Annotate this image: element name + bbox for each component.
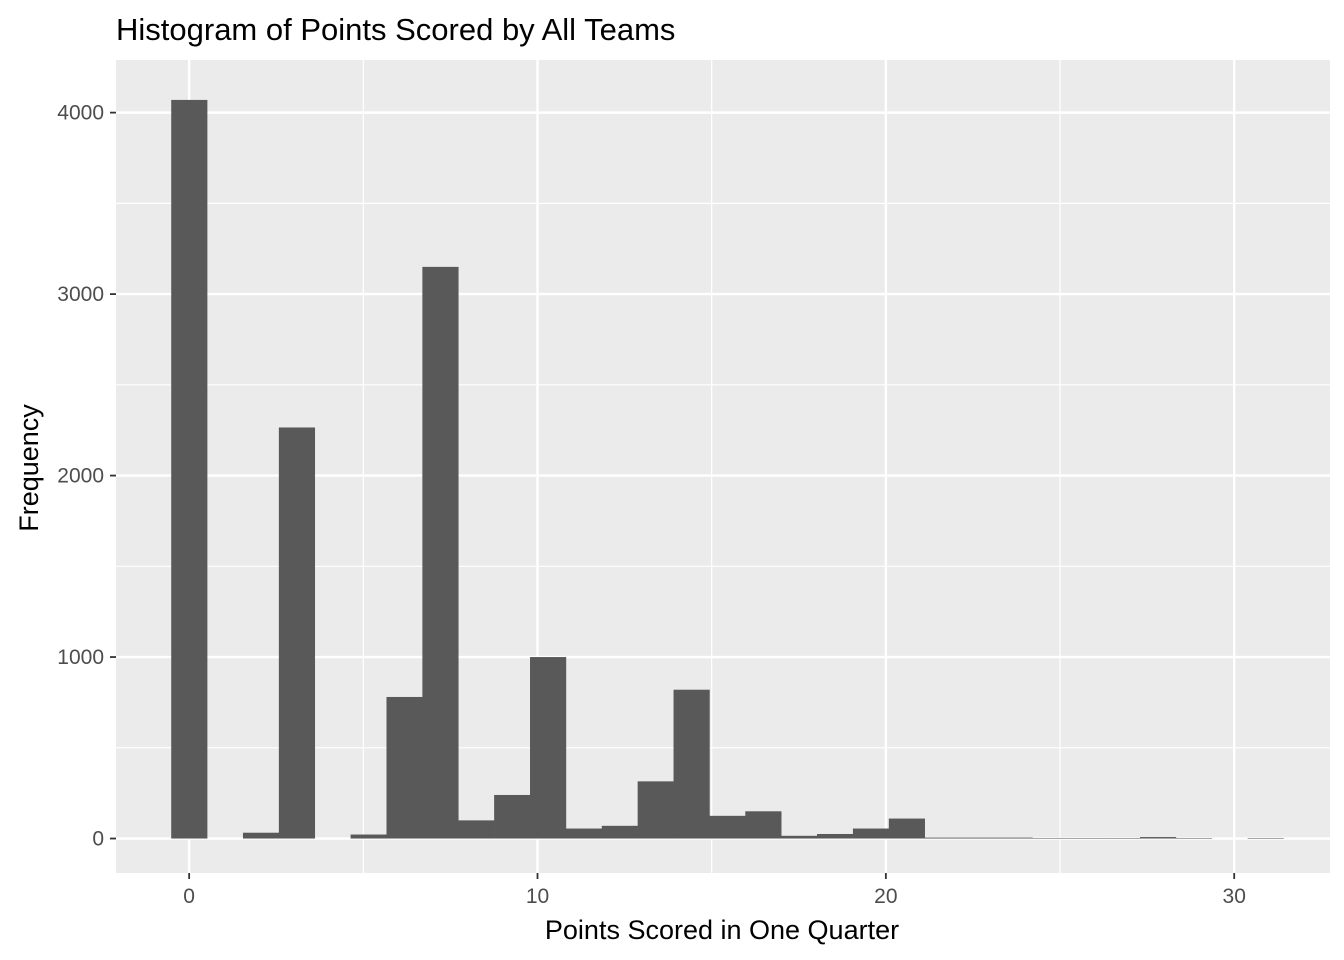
histogram-bar <box>1032 837 1069 839</box>
histogram-bar <box>1247 837 1284 839</box>
y-axis-title: Frequency <box>14 404 44 532</box>
histogram-bar <box>565 828 603 839</box>
chart-title: Histogram of Points Scored by All Teams <box>116 12 675 47</box>
x-tick-label: 30 <box>1223 885 1246 908</box>
histogram-bar <box>924 837 961 839</box>
histogram-bar <box>350 834 387 839</box>
minor-gridlines <box>116 60 1330 873</box>
plot-panel <box>116 60 1330 873</box>
histogram-bars <box>171 99 1284 839</box>
x-tick-label: 10 <box>526 885 549 908</box>
histogram-bar <box>242 832 280 839</box>
y-axis-ticks: 0 1000 2000 3000 4000 <box>57 102 116 851</box>
histogram-bar <box>601 825 638 839</box>
histogram-bar <box>458 820 495 839</box>
x-tick-label: 20 <box>874 885 897 908</box>
histogram-bar <box>673 689 710 839</box>
y-tick-label: 0 <box>92 828 104 851</box>
histogram-bar <box>1068 837 1105 839</box>
y-tick-label: 4000 <box>57 102 104 125</box>
histogram-bar <box>1104 837 1141 839</box>
x-tick-label: 0 <box>183 885 195 908</box>
x-axis-title: Points Scored in One Quarter <box>545 915 899 945</box>
y-tick-label: 1000 <box>57 646 104 669</box>
histogram-bar <box>817 833 854 839</box>
histogram-bar <box>709 815 746 839</box>
histogram-bar <box>386 696 423 839</box>
histogram-bar <box>637 781 674 839</box>
histogram-bar <box>781 835 818 839</box>
y-tick-label: 2000 <box>57 465 104 488</box>
histogram-bar <box>530 657 567 839</box>
y-tick-label: 3000 <box>57 283 104 306</box>
histogram-bar <box>1139 837 1177 839</box>
histogram-bar <box>888 818 925 839</box>
histogram-bar <box>278 427 316 839</box>
histogram-bar <box>745 811 782 839</box>
x-axis-ticks: 0 10 20 30 <box>183 873 1246 908</box>
histogram-bar <box>422 266 459 839</box>
histogram-bar <box>996 837 1033 839</box>
histogram-bar <box>960 837 997 839</box>
histogram-bar <box>1175 837 1213 839</box>
histogram-bar <box>171 99 208 839</box>
histogram-bar <box>852 828 890 839</box>
histogram-bar <box>494 794 531 839</box>
